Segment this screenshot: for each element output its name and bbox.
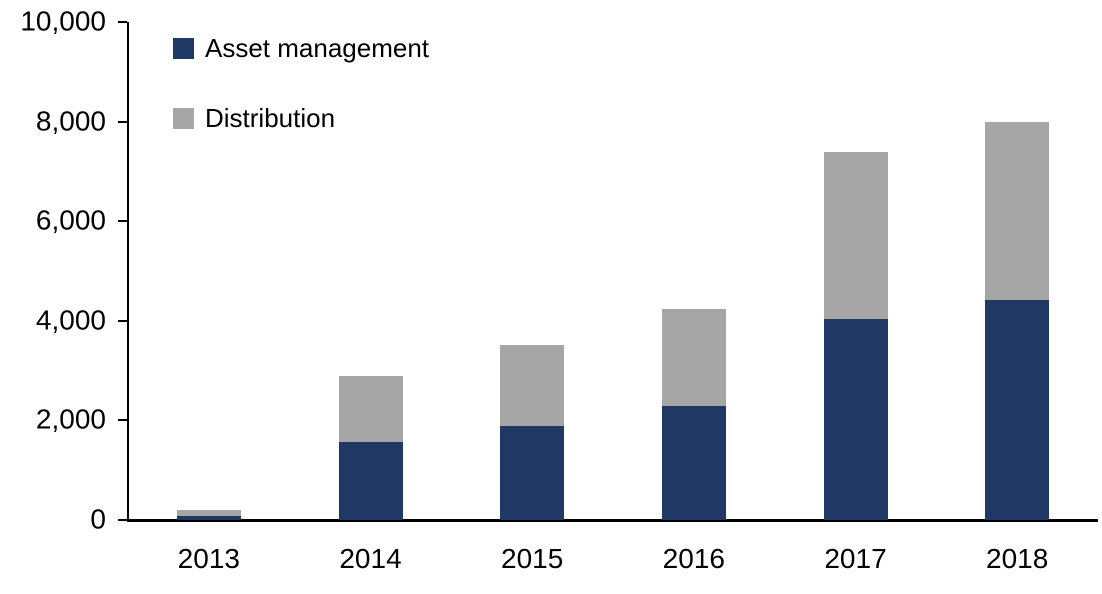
y-tick-mark xyxy=(118,519,127,521)
legend-label-distribution: Distribution xyxy=(205,103,336,133)
legend-item-distribution: Distribution xyxy=(173,103,429,134)
bar-segment-2017-distribution xyxy=(823,152,888,319)
y-tick-label: 0 xyxy=(90,503,106,535)
bar-segment-2018-asset-management xyxy=(985,299,1050,520)
y-tick-mark xyxy=(118,21,127,23)
y-tick-label: 10,000 xyxy=(20,5,106,37)
legend-item-asset-management: Asset management xyxy=(173,33,429,64)
y-tick-label: 4,000 xyxy=(35,304,106,336)
x-category-label-2013: 2013 xyxy=(177,543,240,574)
bar-segment-2014-distribution xyxy=(338,375,403,442)
x-axis-line xyxy=(127,519,1098,522)
bar-segment-2016-distribution xyxy=(661,308,726,406)
bar-segment-2014-asset-management xyxy=(338,441,403,520)
legend-label-asset-management: Asset management xyxy=(205,33,430,63)
bar-segment-2015-distribution xyxy=(500,345,565,426)
bar-segment-2017-asset-management xyxy=(823,318,888,520)
bar-segment-2016-asset-management xyxy=(661,405,726,520)
chart-legend: Asset management Distribution xyxy=(173,33,429,134)
x-category-label-2014: 2014 xyxy=(339,543,402,574)
legend-swatch-asset-management xyxy=(173,38,194,59)
y-tick-label: 2,000 xyxy=(35,403,106,435)
y-tick-mark xyxy=(118,319,127,322)
y-tick-mark xyxy=(118,419,127,422)
bar-segment-2015-asset-management xyxy=(500,425,565,520)
y-tick-mark xyxy=(118,220,127,223)
bar-segment-2013-asset-management xyxy=(176,515,241,520)
y-tick-label: 6,000 xyxy=(35,204,106,236)
bar-segment-2018-distribution xyxy=(985,121,1050,300)
x-category-label-2018: 2018 xyxy=(986,543,1049,574)
y-axis-line xyxy=(127,22,129,520)
bar-segment-2013-distribution xyxy=(176,510,241,516)
y-tick-label: 8,000 xyxy=(35,104,106,136)
legend-swatch-distribution xyxy=(173,108,194,129)
x-category-label-2017: 2017 xyxy=(824,543,887,574)
x-category-label-2016: 2016 xyxy=(662,543,725,574)
y-tick-mark xyxy=(118,120,127,123)
x-category-label-2015: 2015 xyxy=(501,543,564,574)
